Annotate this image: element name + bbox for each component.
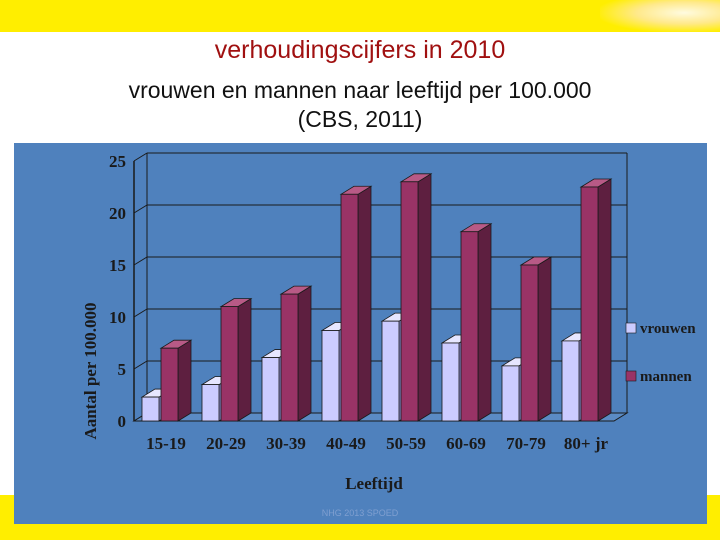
bar-mannen-side <box>357 185 372 422</box>
x-tick-label: 50-59 <box>386 434 426 453</box>
bar-mannen-side <box>417 173 432 422</box>
bar-vrouwen-front <box>561 340 580 422</box>
bar-mannen <box>459 223 493 422</box>
bar-vrouwen-front <box>381 320 400 422</box>
bar-mannen <box>339 185 373 422</box>
y-tick-label: 5 <box>118 360 127 379</box>
bar-vrouwen-front <box>201 384 220 422</box>
x-tick-label: 40-49 <box>326 434 366 453</box>
x-tick-label: 60-69 <box>446 434 486 453</box>
subtitle-line-2: (CBS, 2011) <box>297 106 423 132</box>
legend-label-mannen: mannen <box>640 369 692 385</box>
gridline-side <box>133 152 148 162</box>
bar-mannen-front <box>220 306 239 422</box>
x-tick-label: 80+ jr <box>564 434 609 453</box>
y-tick-label: 20 <box>109 204 126 223</box>
footer-text: NHG 2013 SPOED <box>321 508 399 518</box>
gridline-side <box>133 308 148 318</box>
bar-vrouwen-front <box>321 330 340 422</box>
bar-mannen-side <box>237 297 252 422</box>
y-tick-label: 25 <box>109 152 126 171</box>
bar-mannen-side <box>297 285 312 422</box>
title-panel <box>0 32 720 142</box>
bar-mannen <box>579 178 613 422</box>
bar-mannen-front <box>160 347 179 422</box>
x-tick-label: 20-29 <box>206 434 246 453</box>
x-tick-label: 70-79 <box>506 434 546 453</box>
bar-vrouwen-front <box>141 396 160 422</box>
bar-mannen-side <box>537 256 552 422</box>
bar-mannen-front <box>280 293 299 422</box>
bar-mannen <box>399 173 433 422</box>
bar-vrouwen-front <box>441 342 460 422</box>
bar-chart-svg: 0 5 10 15 20 25 15-19 20-29 30-39 40-49 50-59 60-69… <box>14 143 707 524</box>
bar-mannen <box>519 256 553 422</box>
bar-mannen <box>219 297 253 422</box>
gridline-side <box>133 204 148 214</box>
x-tick-label: 30-39 <box>266 434 306 453</box>
bar-mannen-front <box>460 231 479 422</box>
legend-swatch-vrouwen <box>625 322 637 334</box>
slide-subtitle: vrouwen en mannen naar leeftijd per 100.… <box>0 76 720 134</box>
bar-mannen-side <box>177 339 192 422</box>
legend-label-vrouwen: vrouwen <box>640 321 696 337</box>
bar-vrouwen-front <box>261 357 280 422</box>
bar-mannen <box>279 285 313 422</box>
y-tick-label: 10 <box>109 308 126 327</box>
y-axis-label: Aantal per 100.000 <box>81 302 100 439</box>
subtitle-line-1: vrouwen en mannen naar leeftijd per 100.… <box>128 77 592 103</box>
y-tick-label: 15 <box>109 256 126 275</box>
sun-glow-decoration <box>600 0 720 32</box>
bar-vrouwen-front <box>501 365 520 422</box>
bar-mannen-front <box>520 264 539 422</box>
legend-swatch-mannen <box>625 370 637 382</box>
bar-mannen-front <box>400 181 419 422</box>
gridline-side <box>133 256 148 266</box>
bar-mannen <box>159 339 193 422</box>
bar-mannen-front <box>580 186 599 422</box>
bar-mannen-front <box>340 193 359 422</box>
y-tick-label: 0 <box>118 412 127 431</box>
x-axis-label: Leeftijd <box>345 474 403 493</box>
tick-labels: 0 5 10 15 20 25 15-19 20-29 30-39 40-49 50-59 60-69… <box>109 152 609 453</box>
bar-chart: 0 5 10 15 20 25 15-19 20-29 30-39 40-49 50-59 60-69… <box>14 143 707 524</box>
x-tick-label: 15-19 <box>146 434 186 453</box>
gridline-side <box>133 360 148 370</box>
bars <box>140 173 613 422</box>
slide-title: verhoudingscijfers in 2010 <box>214 36 506 64</box>
bar-mannen-side <box>597 178 612 422</box>
bar-mannen-side <box>477 223 492 422</box>
legend: vrouwen mannen <box>625 321 696 385</box>
